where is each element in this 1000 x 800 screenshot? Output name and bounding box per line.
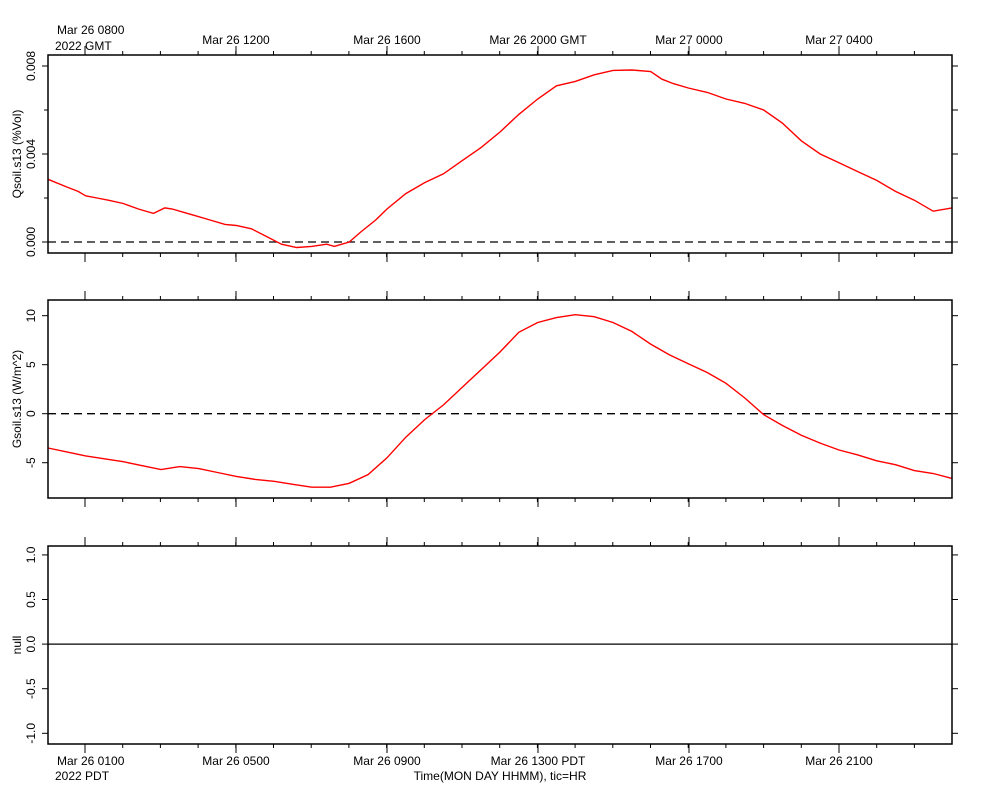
top-axis-first-label: Mar 26 0800 (57, 23, 125, 37)
y-tick-label: 0 (24, 410, 38, 417)
gsoil-panel: -5 0 5 10 Gsoil.s13 (W/m^2) (10, 291, 958, 507)
top-axis-label: Mar 26 2000 GMT (489, 33, 587, 47)
qsoil-series-line (47, 69, 953, 249)
null-panel-frame (47, 545, 953, 745)
bottom-axis-label: Mar 26 2100 (805, 754, 873, 768)
top-axis-label: Mar 26 1200 (202, 33, 270, 47)
bottom-time-axis: Mar 26 0100 2022 PDT Mar 26 0500 Mar 26 … (55, 754, 873, 783)
gsoil-panel-ticks (84, 291, 915, 507)
y-tick-label: 0.0 (24, 635, 38, 652)
top-time-axis: Mar 26 0800 2022 GMT Mar 26 1200 Mar 26 … (55, 23, 873, 53)
y-tick-label: 0.008 (24, 51, 38, 81)
y-tick-label: 0.000 (24, 227, 38, 257)
x-axis-title: Time(MON DAY HHMM), tic=HR (414, 769, 587, 783)
y-tick-label: -1.0 (24, 723, 38, 744)
null-panel: -1.0 -0.5 0.0 0.5 1.0 null (10, 537, 958, 753)
y-tick-label: -5 (24, 457, 38, 468)
qsoil-panel: 0.000 0.004 0.008 Qsoil.s13 (%Vol) (10, 46, 958, 262)
gsoil-y-axis-label: Gsoil.s13 (W/m^2) (10, 350, 24, 448)
top-axis-label: Mar 26 1600 (353, 33, 421, 47)
null-panel-ticks (84, 537, 915, 753)
gsoil-series-line (47, 313, 953, 488)
y-tick-label: -0.5 (24, 678, 38, 699)
y-tick-label: 1.0 (24, 546, 38, 563)
qsoil-panel-ticks (84, 46, 915, 262)
qsoil-y-axis-label: Qsoil.s13 (%Vol) (10, 110, 24, 199)
bottom-axis-label: Mar 26 1700 (655, 754, 723, 768)
bottom-axis-label: Mar 26 0500 (202, 754, 270, 768)
bottom-axis-first-label: Mar 26 0100 (57, 754, 125, 768)
y-tick-label: 0.5 (24, 591, 38, 608)
null-y-axis-label: null (10, 636, 24, 655)
gsoil-panel-yticks: -5 0 5 10 (24, 309, 958, 468)
qsoil-panel-yticks: 0.000 0.004 0.008 (24, 51, 958, 257)
y-tick-label: 10 (24, 309, 38, 323)
y-tick-label: 5 (24, 361, 38, 368)
top-axis-first-year: 2022 GMT (55, 39, 112, 53)
y-tick-label: 0.004 (24, 139, 38, 169)
bottom-axis-first-year: 2022 PDT (55, 769, 110, 783)
null-panel-yticks: -1.0 -0.5 0.0 0.5 1.0 (24, 546, 958, 744)
top-axis-label: Mar 27 0000 (655, 33, 723, 47)
bottom-axis-label: Mar 26 0900 (353, 754, 421, 768)
bottom-axis-label: Mar 26 1300 PDT (491, 754, 586, 768)
top-axis-label: Mar 27 0400 (805, 33, 873, 47)
gsoil-panel-frame (47, 299, 953, 499)
qsoil-panel-frame (47, 54, 953, 254)
